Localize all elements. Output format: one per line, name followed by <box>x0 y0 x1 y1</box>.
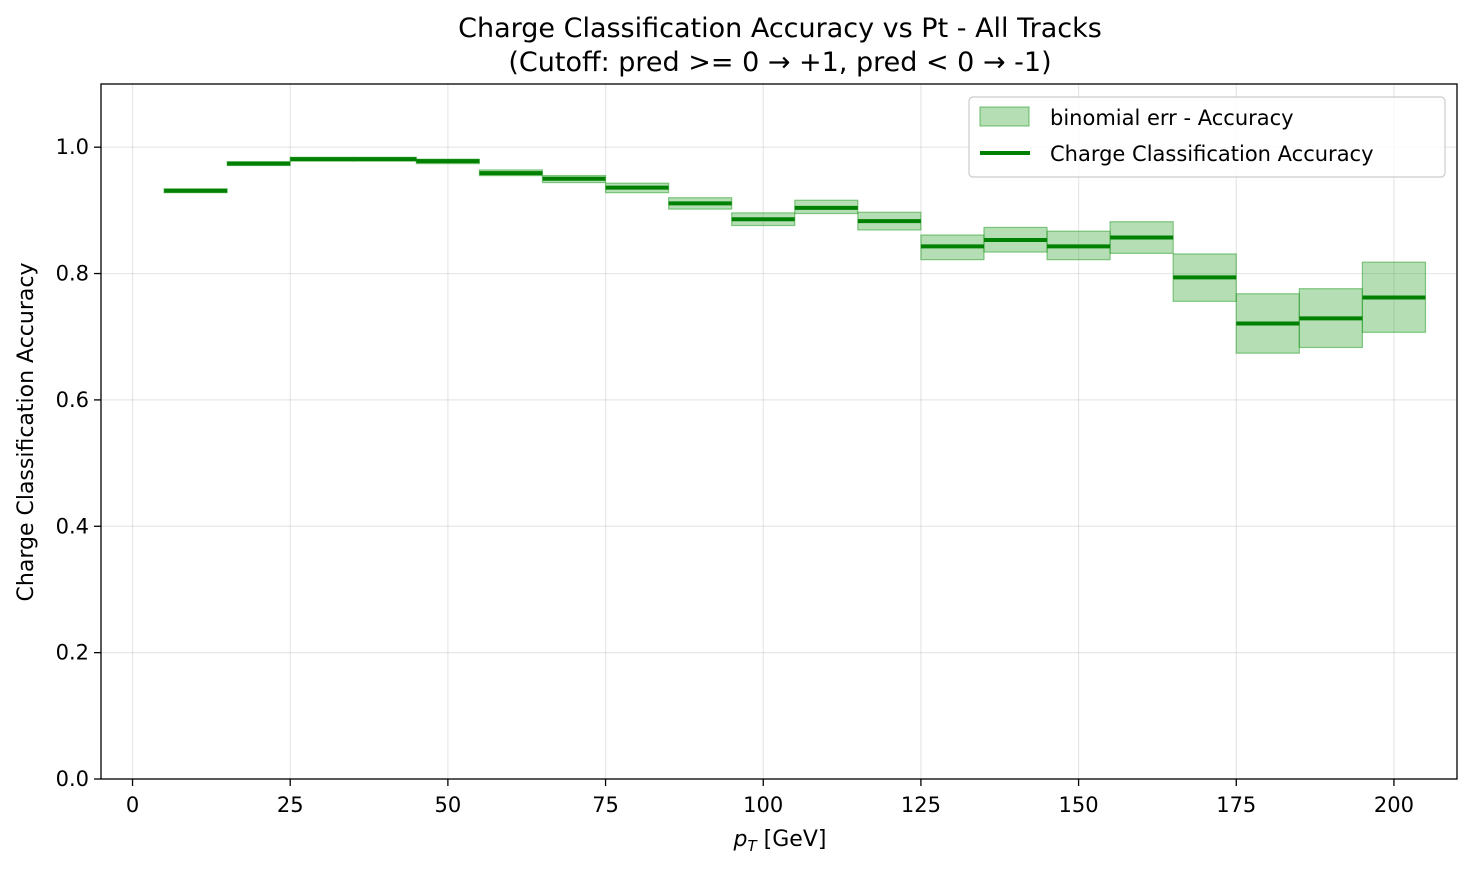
x-tick-label: 200 <box>1374 793 1414 817</box>
legend: binomial err - Accuracy Charge Classific… <box>968 96 1446 178</box>
y-tick-label: 1.0 <box>56 135 89 159</box>
legend-label-band: binomial err - Accuracy <box>1050 106 1294 130</box>
x-tick-label: 75 <box>592 793 619 817</box>
chart-subtitle: (Cutoff: pred >= 0 → +1, pred < 0 → -1) <box>508 47 1051 78</box>
y-axis-ticks: 0.0 0.2 0.4 0.6 0.8 1.0 <box>56 135 101 791</box>
x-tick-label: 0 <box>126 793 139 817</box>
accuracy-steps <box>164 157 1426 326</box>
y-tick-label: 0.0 <box>56 767 89 791</box>
y-tick-label: 0.8 <box>56 262 89 286</box>
x-tick-label: 25 <box>277 793 304 817</box>
x-tick-label: 175 <box>1216 793 1256 817</box>
x-axis-label: pT [GeV] <box>733 827 827 855</box>
x-tick-label: 125 <box>901 793 941 817</box>
x-axis-label-subscript: T <box>748 837 759 855</box>
x-axis-label-unit: [GeV] <box>757 827 827 852</box>
legend-label-line: Charge Classification Accuracy <box>1050 142 1374 166</box>
x-tick-label: 50 <box>435 793 462 817</box>
legend-box <box>968 96 1446 178</box>
y-tick-label: 0.6 <box>56 388 89 412</box>
x-tick-label: 100 <box>743 793 783 817</box>
legend-swatch-band <box>979 106 1030 127</box>
x-axis-ticks: 0 25 50 75 100 125 150 175 200 <box>126 779 1414 817</box>
y-tick-label: 0.4 <box>56 514 89 538</box>
x-tick-label: 150 <box>1059 793 1099 817</box>
x-axis-label-symbol: p <box>733 827 748 852</box>
chart-title: Charge Classification Accuracy vs Pt - A… <box>458 13 1102 44</box>
plot-area-frame <box>100 83 1458 780</box>
y-axis-label: Charge Classification Accuracy <box>14 263 39 602</box>
y-tick-label: 0.2 <box>56 641 89 665</box>
